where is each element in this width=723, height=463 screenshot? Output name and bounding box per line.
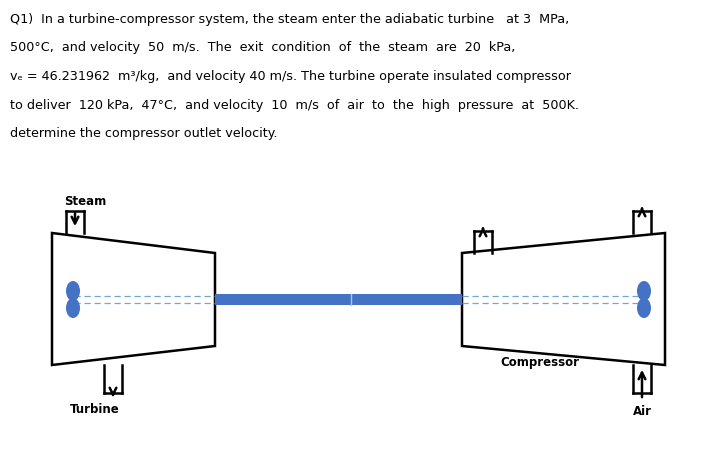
Text: to deliver  120 kPa,  47°C,  and velocity  10  m/s  of  air  to  the  high  pres: to deliver 120 kPa, 47°C, and velocity 1… (10, 99, 579, 112)
Bar (215, 294, 462, 305)
Text: Turbine: Turbine (70, 403, 120, 416)
Text: Q1)  In a turbine-compressor system, the steam enter the adiabatic turbine   at : Q1) In a turbine-compressor system, the … (10, 13, 569, 26)
Ellipse shape (66, 298, 80, 318)
Text: 500°C,  and velocity  50  m/s.  The  exit  condition  of  the  steam  are  20  k: 500°C, and velocity 50 m/s. The exit con… (10, 42, 515, 55)
Text: Air: Air (633, 405, 651, 418)
Ellipse shape (637, 298, 651, 318)
Ellipse shape (66, 281, 80, 301)
Ellipse shape (637, 281, 651, 301)
Text: Steam: Steam (64, 195, 106, 208)
Text: determine the compressor outlet velocity.: determine the compressor outlet velocity… (10, 127, 278, 140)
Text: vₑ = 46.231962  m³/kg,  and velocity 40 m/s. The turbine operate insulated compr: vₑ = 46.231962 m³/kg, and velocity 40 m/… (10, 70, 571, 83)
Text: Compressor: Compressor (500, 356, 579, 369)
